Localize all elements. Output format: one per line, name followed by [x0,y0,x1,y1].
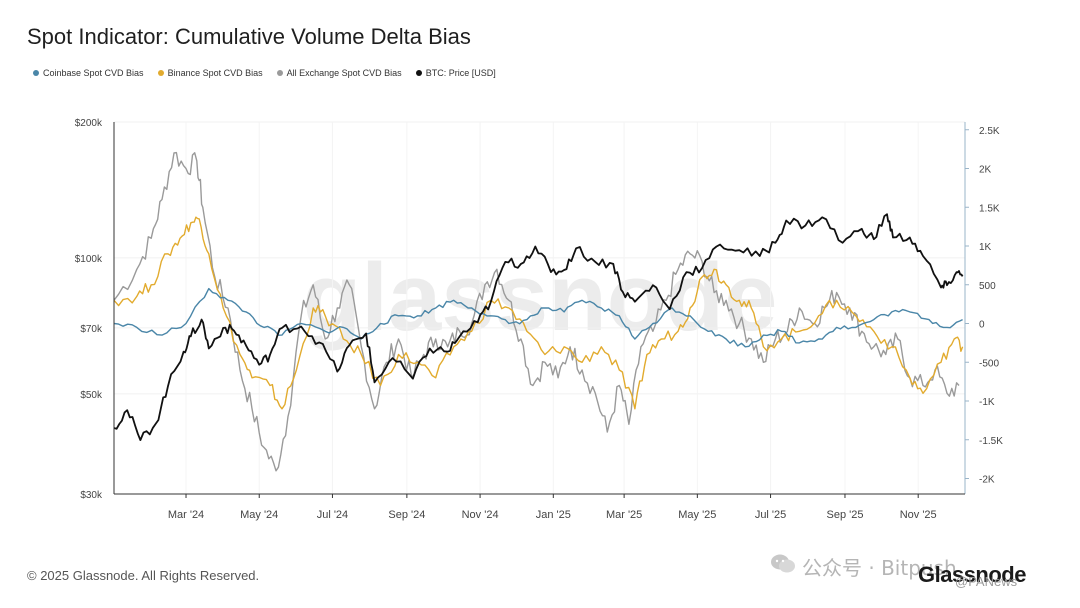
legend-dot-binance [157,70,164,76]
y-right-tick-500: 500 [979,281,996,292]
channel-watermark-text: 公众号 · Bitpush [802,556,957,580]
x-tick-jan-25: Jan '25 [536,509,571,521]
chart-title: Spot Indicator: Cumulative Volume Delta … [27,24,471,49]
y-right-tick-2k: 2K [979,165,992,176]
series-line-binance-spot-cvd-bias [113,216,964,410]
glassnode-logo: Glassnode [918,562,1026,587]
y-left-tick-50k: $50k [80,390,103,401]
x-tick-nov-25: Nov '25 [900,509,937,521]
axis-labels: $200k $100k $70k $50k $30k 2.5K 2K 1.5K 1K 500 0 -5… [75,118,1003,521]
x-tick-sep-25: Sep '25 [826,509,863,521]
y-right-tick-2k: -2K [979,475,995,486]
legend-item-coinbase[interactable]: Coinbase Spot CVD Bias [33,68,144,78]
x-tick-mar-25: Mar '25 [606,509,642,521]
legend-label-binance: Binance Spot CVD Bias [167,68,263,78]
y-right-tick-1-5k: -1.5K [979,436,1003,447]
y-left-tick-100k: $100k [75,254,103,265]
y-right-tick-2-5k: 2.5K [979,126,1000,137]
copyright-footer: © 2025 Glassnode. All Rights Reserved. [27,568,260,583]
y-right-tick-1k: -1K [979,397,995,408]
series-line-all-exchange-spot-cvd-bias [113,151,960,472]
y-right-tick-0: 0 [979,320,985,331]
legend-item-all-exchange[interactable]: All Exchange Spot CVD Bias [276,68,402,78]
axes [113,122,966,495]
x-tick-may-24: May '24 [240,509,278,521]
y-right-tick-1-5k: 1.5K [979,203,1000,214]
y-left-tick-70k: $70k [80,324,103,335]
x-tick-jul-24: Jul '24 [317,509,348,521]
x-tick-nov-24: Nov '24 [462,509,499,521]
channel-watermark: 公众号 · Bitpush [770,552,957,581]
panews-watermark: @PANews [955,574,1018,589]
series-line-btc-price-usd [113,213,964,441]
legend-dot-coinbase [33,70,39,76]
legend-item-btc-price[interactable]: BTC: Price [USD] [415,68,496,78]
legend-item-binance[interactable]: Binance Spot CVD Bias [157,68,263,78]
y-left-tick-30k: $30k [80,490,103,501]
legend-label-coinbase: Coinbase Spot CVD Bias [43,68,144,78]
series-layer [113,151,964,472]
wechat-icon [770,553,796,580]
y-right-tick-1k: 1K [979,242,992,253]
x-tick-mar-24: Mar '24 [168,509,204,521]
y-left-tick-200k: $200k [75,118,103,129]
legend-label-btc-price: BTC: Price [USD] [425,68,496,78]
x-tick-sep-24: Sep '24 [388,509,425,521]
legend-label-all-exchange: All Exchange Spot CVD Bias [286,68,402,78]
legend: Coinbase Spot CVD Bias Binance Spot CVD … [33,68,496,78]
glassnode-watermark: glassnode [303,244,778,351]
series-line-coinbase-spot-cvd-bias [113,287,963,348]
y-right-tick-500: -500 [979,358,999,369]
legend-dot-all-exchange [276,70,283,76]
legend-dot-btc-price [415,70,422,76]
x-tick-jul-25: Jul '25 [755,509,786,521]
x-tick-may-25: May '25 [678,509,716,521]
